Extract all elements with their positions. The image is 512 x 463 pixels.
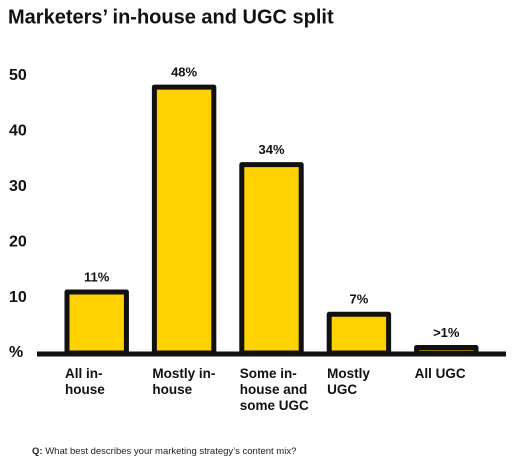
x-tick-label: Mostly in-house: [152, 366, 216, 397]
bar: [239, 162, 304, 356]
y-tick-label: 40: [9, 123, 27, 140]
footnote-prefix: Q:: [32, 446, 43, 457]
x-tick-label: Mostly UGC: [327, 366, 370, 397]
y-tick-label: 30: [9, 178, 27, 195]
y-tick-label: 50: [9, 67, 27, 84]
value-label: 48%: [171, 65, 197, 80]
bar: [64, 289, 129, 356]
y-tick-label: %: [9, 344, 23, 361]
footnote-text: What best describes your marketing strat…: [45, 446, 297, 457]
bar: [326, 311, 392, 356]
value-label: 7%: [350, 292, 369, 307]
x-tick-label: All in-house: [64, 366, 105, 397]
chart-title: Marketers’ in-house and UGC split: [8, 6, 334, 28]
x-tick-label: All UGC: [414, 366, 466, 381]
value-label: 34%: [258, 142, 284, 157]
value-label: 11%: [84, 269, 110, 284]
bar: [151, 84, 217, 356]
y-tick-label: 10: [9, 289, 27, 306]
x-tick-label: Some in-house and some UGC: [239, 366, 309, 413]
footnote: Q: What best describes your marketing st…: [32, 446, 296, 457]
y-tick-label: 20: [9, 233, 27, 250]
value-label: >1%: [433, 325, 460, 340]
